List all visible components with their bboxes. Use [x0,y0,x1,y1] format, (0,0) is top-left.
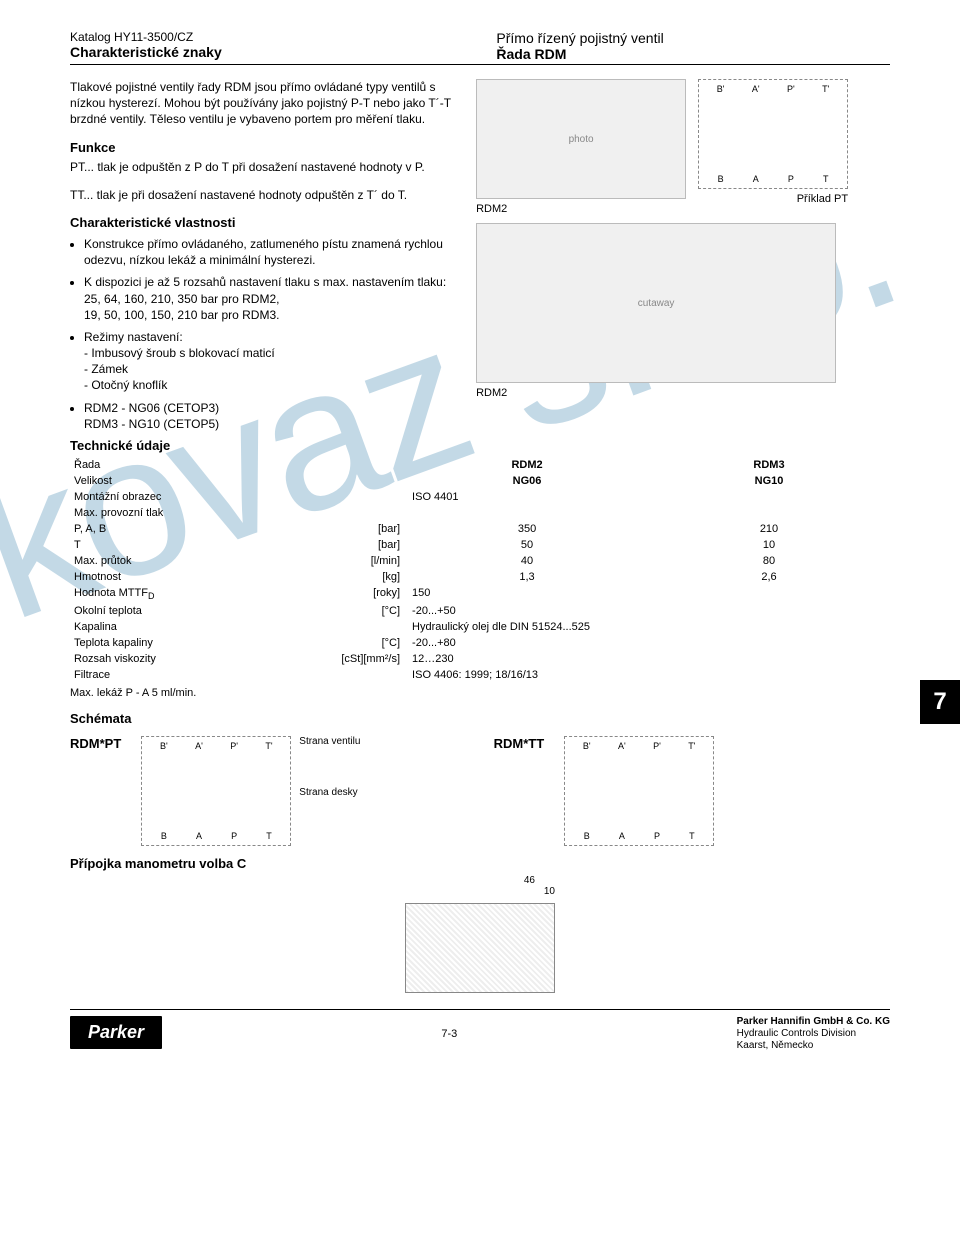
char-b1: Konstrukce přímo ovládaného, zatlumeného… [84,236,452,268]
product-photo: photo [476,79,686,199]
table-row: Rozsah viskozity[cSt][mm²/s]12…230 [70,651,890,667]
connector-title: Přípojka manometru volba C [70,856,464,871]
footer-addr2: Hydraulic Controls Division [737,1028,890,1040]
table-row: Max. provozní tlak [70,505,890,521]
footer-rule [70,1009,890,1010]
char-b4b: RDM3 - NG10 (CETOP5) [84,417,219,431]
char-b2c: 19, 50, 100, 150, 210 bar pro RDM3. [84,308,279,322]
funkce-title: Funkce [70,140,452,155]
caption-pt-example: Příklad PT [698,193,848,205]
schematic-pt: B' A' P' T' B A P T [141,736,291,846]
char-b2b: 25, 64, 160, 210, 350 bar pro RDM2, [84,292,279,306]
port-b-top: B' [717,84,725,94]
port-p-bot: P [788,174,794,184]
strana-desky: Strana desky [299,787,360,798]
dim-46: 46 [524,875,535,886]
caption-rdm2-cut: RDM2 [476,387,890,399]
port-a-bot: A [753,174,759,184]
funkce-pt: PT... tlak je odpuštěn z P do T při dosa… [70,159,452,175]
header-right-bold: Řada RDM [496,46,890,62]
char-b3c: - Zámek [84,362,128,376]
table-row: VelikostNG06NG10 [70,473,890,489]
schema-tt-title: RDM*TT [494,736,545,751]
char-b2: K dispozici je až 5 rozsahů nastavení tl… [84,274,452,323]
table-row: Hmotnost[kg]1,32,6 [70,569,890,585]
char-b2a: K dispozici je až 5 rozsahů nastavení tl… [84,275,446,289]
char-b4a: RDM2 - NG06 (CETOP3) [84,401,219,415]
footer-addr1: Parker Hannifin GmbH & Co. KG [737,1016,890,1028]
port-t-bot: T [823,174,829,184]
connector-drawing [405,903,555,993]
port-a-top: A' [752,84,760,94]
header-rule [70,64,890,65]
intro-text: Tlakové pojistné ventily řady RDM jsou p… [70,79,452,128]
table-row: ŘadaRDM2RDM3 [70,457,890,473]
spec-table: ŘadaRDM2RDM3VelikostNG06NG10Montážní obr… [70,457,890,683]
header-right-title: Přímo řízený pojistný ventil [496,30,890,46]
header-left-bold: Charakteristické znaky [70,44,464,60]
table-row: Montážní obrazecISO 4401 [70,489,890,505]
cutaway-drawing: cutaway [476,223,836,383]
char-b3d: - Otočný knoflík [84,378,167,392]
char-title: Charakteristické vlastnosti [70,215,452,230]
char-b3b: - Imbusový šroub s blokovací maticí [84,346,275,360]
table-row: Okolní teplota[°C]-20...+50 [70,603,890,619]
parker-logo: Parker [70,1016,162,1049]
port-p-top: P' [787,84,795,94]
schematic-pt-example: B' A' P' T' B A P T [698,79,848,189]
table-row: FiltraceISO 4406: 1999; 18/16/13 [70,667,890,683]
footer-addr3: Kaarst, Německo [737,1040,890,1052]
schematic-tt: B' A' P' T' B A P T [564,736,714,846]
char-b3a: Režimy nastavení: [84,330,183,344]
schema-pt-title: RDM*PT [70,736,121,751]
port-t-top: T' [822,84,829,94]
table-row: Max. průtok[l/min]4080 [70,553,890,569]
table-row: T[bar]5010 [70,537,890,553]
table-row: Teplota kapaliny[°C]-20...+80 [70,635,890,651]
section-tab: 7 [920,680,960,724]
char-b4: RDM2 - NG06 (CETOP3) RDM3 - NG10 (CETOP5… [84,400,452,432]
page-number: 7-3 [441,1028,457,1040]
strana-ventilu: Strana ventilu [299,736,360,747]
funkce-tt: TT... tlak je při dosažení nastavené hod… [70,187,452,203]
port-b-bot: B [718,174,724,184]
table-row: Hodnota MTTFD[roky]150 [70,585,890,603]
table-row: P, A, B[bar]350210 [70,521,890,537]
tech-note: Max. lekáž P - A 5 ml/min. [70,687,890,699]
schemas-title: Schémata [70,711,890,726]
dim-10: 10 [544,886,555,897]
tech-title: Technické údaje [70,438,452,453]
catalog-code: Katalog HY11-3500/CZ [70,30,464,44]
table-row: KapalinaHydraulický olej dle DIN 51524..… [70,619,890,635]
char-b3: Režimy nastavení: - Imbusový šroub s blo… [84,329,452,394]
caption-rdm2: RDM2 [476,203,686,215]
